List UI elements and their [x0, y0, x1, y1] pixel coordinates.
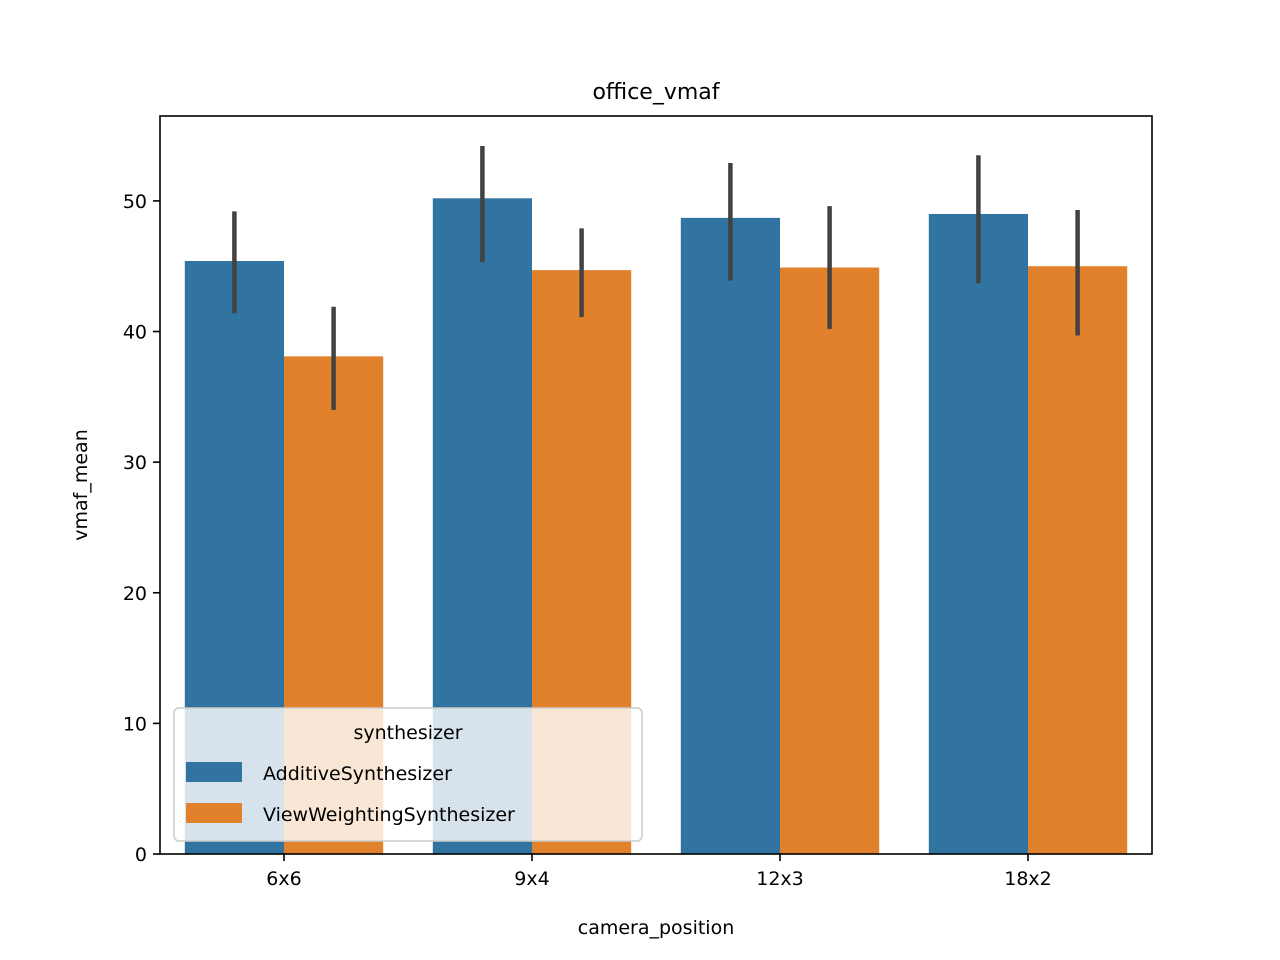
x-axis-label: camera_position — [578, 917, 735, 939]
y-axis: 0 10 20 30 40 50 — [123, 191, 160, 866]
legend-title: synthesizer — [353, 722, 462, 744]
y-tick-label: 50 — [123, 191, 147, 213]
y-tick-label: 30 — [123, 452, 147, 474]
legend-swatch-additive — [186, 762, 242, 782]
x-tick-label: 12x3 — [756, 868, 804, 890]
legend-entry-viewweighting: ViewWeightingSynthesizer — [263, 804, 515, 826]
legend: synthesizer AdditiveSynthesizer ViewWeig… — [173, 707, 643, 842]
y-axis-label: vmaf_mean — [70, 429, 92, 540]
x-tick-label: 18x2 — [1004, 868, 1052, 890]
legend-swatch-viewweighting — [186, 803, 242, 823]
bar-ViewWeightingSynthesizer-12x3 — [780, 267, 880, 854]
plot-frame — [159, 115, 1153, 855]
y-tick-label: 40 — [123, 322, 147, 344]
error-bars-group — [232, 146, 1080, 410]
y-tick-label: 0 — [135, 844, 147, 866]
legend-box — [173, 707, 643, 842]
y-tick-label: 10 — [123, 713, 147, 735]
chart-title: office_vmaf — [592, 80, 720, 105]
x-tick-label: 6x6 — [266, 868, 301, 890]
y-tick-label: 20 — [123, 583, 147, 605]
bar-ViewWeightingSynthesizer-18x2 — [1028, 266, 1128, 855]
x-tick-label: 9x4 — [514, 868, 549, 890]
legend-entry-additive: AdditiveSynthesizer — [263, 763, 452, 785]
x-axis: 6x6 9x4 12x3 18x2 — [266, 854, 1052, 890]
bar-AdditiveSynthesizer-12x3 — [680, 217, 780, 854]
bar-AdditiveSynthesizer-18x2 — [928, 213, 1028, 854]
